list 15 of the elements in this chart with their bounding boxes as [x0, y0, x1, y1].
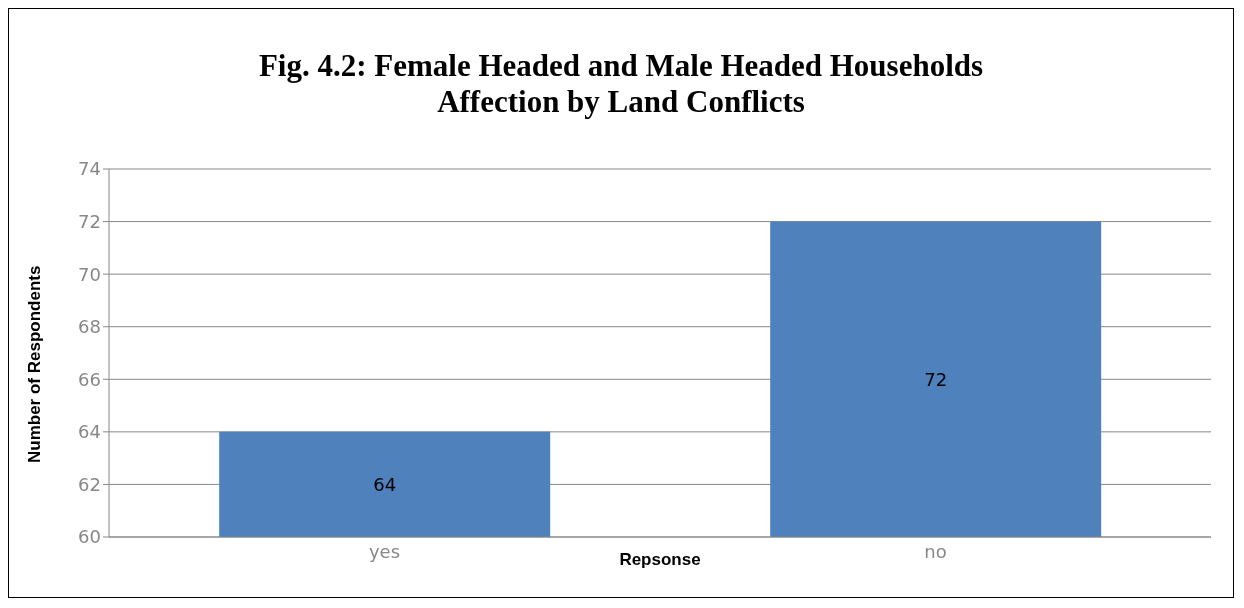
data-label: 64 [373, 473, 397, 495]
y-tick-label: 68 [78, 316, 101, 338]
y-tick-label: 74 [78, 158, 101, 180]
y-tick-label: 66 [78, 368, 101, 390]
y-axis-title: Number of Respondents [25, 265, 45, 463]
x-tick-label: yes [368, 540, 401, 562]
y-tick-label: 64 [78, 421, 101, 443]
y-tick-label: 72 [78, 210, 101, 232]
x-tick-label: no [924, 540, 947, 562]
chart-title: Fig. 4.2: Female Headed and Male Headed Households Affection by Land Conflicts [257, 48, 985, 120]
y-tick-label: 62 [78, 473, 101, 495]
y-tick-label: 60 [78, 526, 101, 548]
y-tick-label: 70 [78, 263, 101, 285]
x-axis-title: Repsonse [619, 550, 701, 569]
data-label: 72 [924, 368, 948, 390]
